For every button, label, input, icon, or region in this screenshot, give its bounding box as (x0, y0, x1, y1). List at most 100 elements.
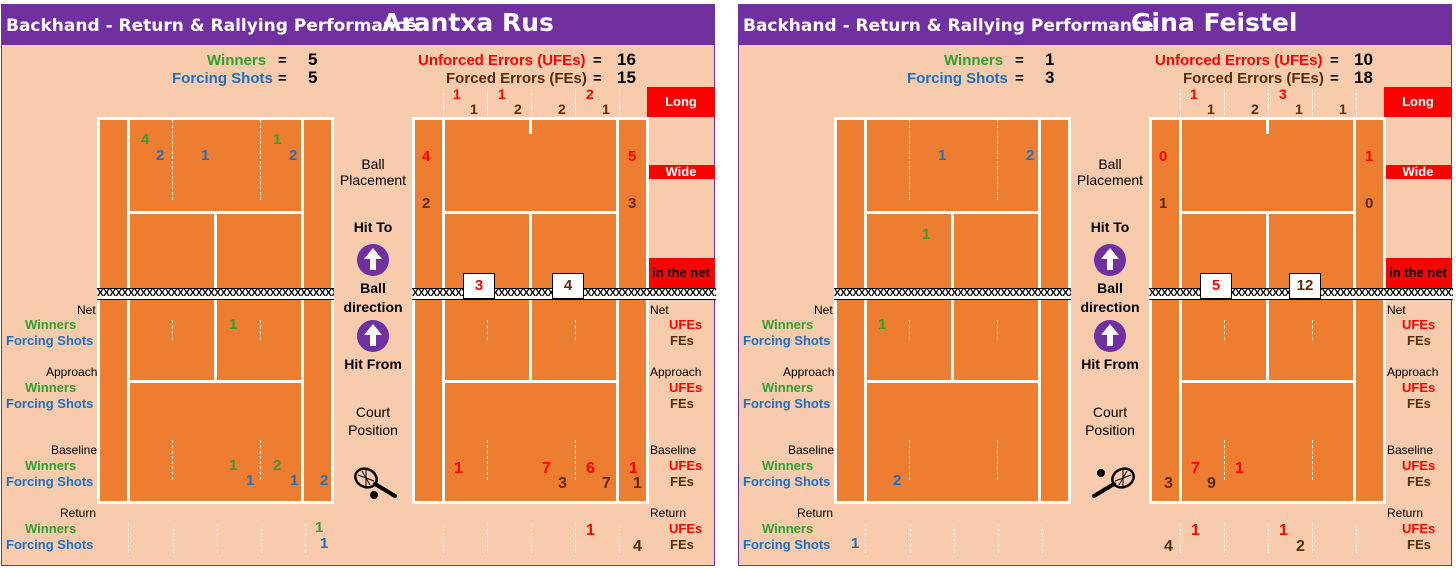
row-baseline: Baseline (650, 443, 697, 457)
eq: = (593, 70, 602, 87)
court-position-label: Court Position (348, 404, 398, 438)
hit-from-label: Hit From (344, 356, 402, 372)
row-ufes: UFEs (669, 458, 703, 473)
row-fes: FEs (670, 396, 694, 411)
net-error-box: 12 (1289, 273, 1321, 299)
forcing-count: 1 (201, 147, 210, 164)
winners-label: Winners (207, 52, 267, 69)
row-forcing: Forcing Shots (6, 537, 94, 552)
row-forcing: Forcing Shots (6, 474, 94, 489)
panel-header: Backhand - Return & Rallying Performance… (739, 5, 1451, 45)
ball-placement-label: Ball Placement (339, 156, 407, 188)
up-arrow-circle-icon (1094, 244, 1126, 276)
panel-gina-feistel: Backhand - Return & Rallying Performance… (738, 4, 1453, 566)
wide-tag: Wide (1384, 165, 1452, 179)
eq: = (1330, 52, 1339, 69)
return-forcing: 1 (851, 535, 860, 552)
row-fes: FEs (670, 333, 694, 348)
net-error-box: 3 (463, 273, 495, 299)
ufe-label: Unforced Errors (UFEs) (1155, 52, 1323, 69)
forcing-label: Forcing Shots (907, 70, 1008, 87)
baseline-fe: 7 (602, 475, 611, 492)
top-fe: 2 (1251, 101, 1259, 117)
row-winners: Winners (762, 458, 814, 473)
winner-count: 4 (141, 131, 150, 148)
net-tag: in the net (1384, 258, 1452, 288)
row-forcing: Forcing Shots (743, 333, 831, 348)
baseline-winner: 2 (273, 457, 282, 474)
forcing-total: 3 (1045, 68, 1055, 87)
row-fes: FEs (1407, 396, 1431, 411)
wide-fe: 2 (422, 195, 431, 212)
ball-direction-label: Ball direction (343, 280, 403, 315)
fe-label: Forced Errors (FEs) (1183, 70, 1324, 87)
top-fe: 2 (558, 101, 566, 117)
row-ufes: UFEs (1402, 458, 1436, 473)
row-return: Return (60, 506, 97, 520)
baseline-ufe: 7 (1191, 460, 1200, 477)
row-baseline: Baseline (51, 443, 98, 457)
eq: = (593, 52, 602, 69)
mid-winner: 1 (922, 226, 931, 243)
fe-total: 15 (617, 68, 636, 87)
baseline-fe: 1 (633, 475, 642, 492)
wide-ufe: 0 (1159, 148, 1168, 165)
row-forcing: Forcing Shots (743, 537, 831, 552)
row-fes: FEs (670, 474, 694, 489)
section-title: Backhand - Return & Rallying Performance (743, 16, 1154, 36)
row-forcing: Forcing Shots (743, 396, 831, 411)
row-forcing: Forcing Shots (6, 396, 94, 411)
wide-tag: Wide (647, 165, 715, 179)
row-net: Net (1387, 303, 1406, 317)
wide-ufe: 4 (422, 148, 431, 165)
return-fe: 4 (1164, 538, 1173, 555)
wide-fe: 3 (628, 195, 637, 212)
ufe-total: 16 (617, 50, 636, 69)
row-return: Return (1387, 506, 1424, 520)
row-ufes: UFEs (1402, 380, 1436, 395)
up-arrow-circle-icon (357, 244, 389, 276)
up-arrow-circle-icon (1094, 320, 1126, 352)
row-winners: Winners (25, 458, 77, 473)
fe-total: 18 (1354, 68, 1373, 87)
top-ufe: 1 (1190, 86, 1198, 102)
top-fe: 1 (602, 101, 610, 117)
row-approach: Approach (1387, 365, 1439, 379)
row-ufes: UFEs (1402, 317, 1436, 332)
return-ufe: 1 (1279, 522, 1288, 539)
tennis-racket-icon (1092, 467, 1135, 498)
eq: = (1330, 70, 1339, 87)
return-ufe: 1 (1191, 522, 1200, 539)
row-net: Net (77, 303, 96, 317)
wide-ufe: 1 (1365, 148, 1374, 165)
row-winners: Winners (762, 521, 814, 536)
row-fes: FEs (1407, 537, 1431, 552)
row-baseline: Baseline (1387, 443, 1434, 457)
eq: = (1015, 52, 1024, 69)
row-forcing: Forcing Shots (6, 333, 94, 348)
fe-label: Forced Errors (FEs) (446, 70, 587, 87)
row-fes: FEs (670, 537, 694, 552)
return-fe: 4 (633, 538, 642, 555)
row-ufes: UFEs (669, 380, 703, 395)
ball-direction-label: Ball direction (1080, 280, 1140, 315)
eq: = (278, 52, 287, 69)
net-winner: 1 (229, 316, 238, 333)
tennis-racket-icon (354, 467, 397, 499)
row-forcing: Forcing Shots (743, 474, 831, 489)
long-tag: Long (647, 87, 715, 117)
wide-fe: 0 (1365, 195, 1374, 212)
hit-to-court (1149, 117, 1386, 504)
net: XXXXXXXXXXXXXXXXXXXXXXXXXXXXXXXXXXXXXXXX… (97, 288, 334, 300)
panel-arantxa-rus: Backhand - Return & Rallying Performance… (1, 4, 716, 566)
row-net: Net (650, 303, 669, 317)
top-fe: 1 (470, 101, 478, 117)
baseline-forcing: 1 (246, 472, 255, 489)
forcing-count: 2 (289, 147, 298, 164)
winner-count: 1 (273, 131, 282, 148)
row-winners: Winners (762, 380, 814, 395)
row-winners: Winners (762, 317, 814, 332)
forcing-count: 2 (1026, 147, 1035, 164)
return-forcing: 1 (320, 535, 329, 552)
ball-placement-label: Ball Placement (1076, 156, 1144, 188)
